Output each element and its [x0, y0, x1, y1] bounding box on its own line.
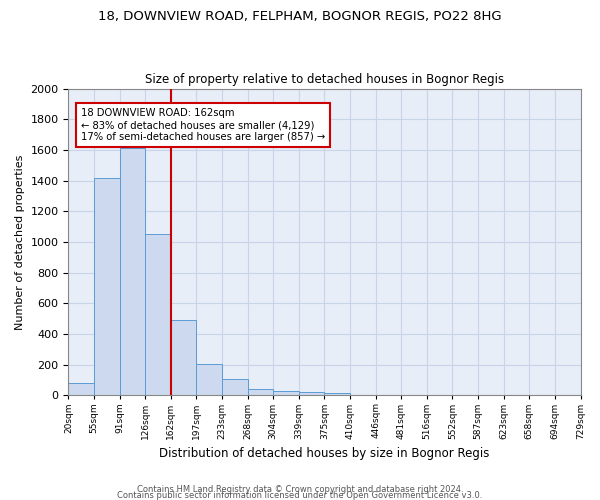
Bar: [94, 178, 119, 396]
Bar: [273, 390, 299, 396]
Bar: [299, 392, 325, 396]
Title: Size of property relative to detached houses in Bognor Regis: Size of property relative to detached ho…: [145, 73, 504, 86]
Bar: [171, 320, 196, 396]
Bar: [248, 389, 273, 396]
Bar: [222, 379, 248, 396]
Text: Contains HM Land Registry data © Crown copyright and database right 2024.: Contains HM Land Registry data © Crown c…: [137, 484, 463, 494]
Bar: [68, 383, 94, 396]
X-axis label: Distribution of detached houses by size in Bognor Regis: Distribution of detached houses by size …: [159, 447, 490, 460]
Text: Contains public sector information licensed under the Open Government Licence v3: Contains public sector information licen…: [118, 490, 482, 500]
Text: 18, DOWNVIEW ROAD, FELPHAM, BOGNOR REGIS, PO22 8HG: 18, DOWNVIEW ROAD, FELPHAM, BOGNOR REGIS…: [98, 10, 502, 23]
Bar: [145, 234, 171, 396]
Bar: [119, 148, 145, 396]
Text: 18 DOWNVIEW ROAD: 162sqm
← 83% of detached houses are smaller (4,129)
17% of sem: 18 DOWNVIEW ROAD: 162sqm ← 83% of detach…: [81, 108, 325, 142]
Y-axis label: Number of detached properties: Number of detached properties: [15, 154, 25, 330]
Bar: [325, 393, 350, 396]
Bar: [196, 364, 222, 396]
